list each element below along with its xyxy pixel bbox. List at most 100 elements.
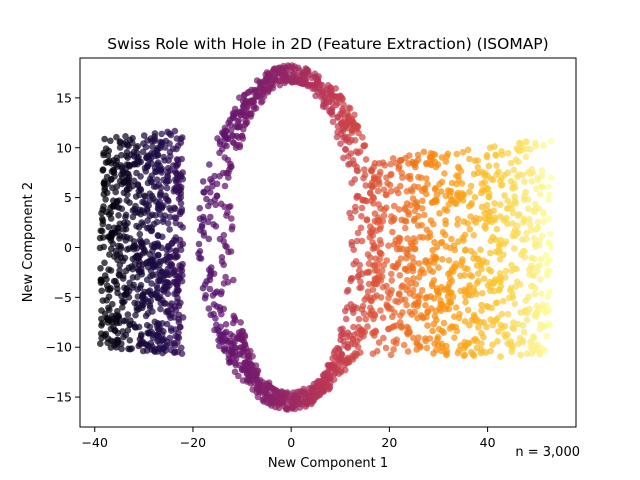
data-point — [132, 202, 139, 210]
data-point — [123, 161, 131, 168]
data-point — [437, 239, 445, 247]
data-point — [171, 342, 179, 349]
data-point — [177, 242, 184, 249]
data-point — [382, 191, 390, 199]
data-point — [163, 308, 170, 316]
data-point — [155, 206, 163, 213]
data-point — [548, 174, 555, 181]
data-point — [534, 174, 542, 181]
data-point — [483, 153, 491, 161]
data-point — [407, 239, 415, 247]
data-point — [342, 366, 349, 374]
data-point — [152, 152, 160, 160]
data-point — [446, 188, 453, 195]
data-point — [283, 405, 290, 412]
data-point — [419, 197, 426, 205]
data-point — [230, 276, 237, 284]
data-point — [520, 328, 528, 336]
data-point — [209, 183, 216, 190]
data-point — [126, 185, 133, 192]
data-point — [353, 167, 361, 174]
data-point — [497, 353, 504, 360]
data-point — [533, 310, 541, 317]
data-point — [221, 154, 229, 161]
data-point — [365, 268, 373, 276]
data-point — [196, 204, 203, 212]
data-point — [211, 196, 219, 203]
data-point — [320, 101, 327, 108]
data-point — [367, 254, 374, 261]
data-point — [406, 290, 414, 297]
data-point — [532, 139, 539, 147]
data-point — [340, 154, 347, 162]
data-point — [493, 225, 501, 233]
data-point — [139, 221, 147, 228]
y-tick-label: 15 — [56, 90, 72, 105]
data-point — [201, 294, 209, 302]
data-point — [380, 212, 388, 219]
data-point — [543, 272, 551, 279]
data-point — [471, 194, 479, 201]
y-axis-label: New Component 2 — [21, 182, 36, 302]
data-point — [446, 298, 453, 305]
data-point — [99, 234, 107, 241]
data-point — [515, 340, 522, 348]
data-point — [225, 351, 233, 359]
data-point — [421, 211, 428, 219]
data-point — [411, 161, 418, 168]
x-axis-ticks: −40 −20 0 20 40 — [82, 427, 496, 450]
data-point — [385, 242, 392, 249]
data-point — [214, 326, 221, 333]
data-point — [439, 255, 446, 263]
x-tick-label: −40 — [82, 435, 108, 450]
data-point — [396, 237, 403, 245]
data-point — [383, 257, 391, 264]
data-point — [140, 132, 148, 139]
data-point — [374, 187, 382, 195]
data-point — [455, 347, 463, 354]
data-point — [164, 265, 172, 273]
data-point — [238, 132, 246, 140]
data-point — [358, 328, 366, 336]
data-point — [375, 261, 382, 269]
data-point — [467, 271, 474, 279]
data-point — [422, 257, 430, 264]
data-point — [122, 214, 129, 221]
data-point — [533, 205, 540, 212]
data-point — [173, 170, 181, 178]
data-point — [101, 259, 108, 267]
data-point — [470, 232, 478, 239]
data-point — [461, 318, 469, 325]
data-point — [517, 351, 524, 359]
data-point — [110, 277, 118, 285]
data-point — [220, 305, 228, 313]
data-point — [104, 319, 112, 326]
data-point — [153, 146, 161, 154]
data-point — [345, 133, 352, 141]
data-point — [470, 170, 478, 178]
data-point — [249, 386, 256, 393]
data-point — [158, 139, 165, 147]
data-point — [460, 218, 468, 225]
data-point — [212, 223, 220, 230]
data-point — [231, 368, 239, 376]
data-point — [370, 200, 377, 207]
data-point — [509, 209, 517, 217]
data-point — [121, 298, 128, 305]
data-point — [387, 351, 395, 359]
data-point — [533, 225, 541, 233]
data-point — [414, 222, 422, 229]
data-point — [536, 190, 544, 198]
data-point — [101, 135, 108, 143]
data-point — [361, 197, 369, 204]
data-point — [461, 351, 469, 359]
data-point — [224, 209, 231, 216]
data-point — [474, 164, 482, 171]
data-point — [383, 174, 390, 181]
data-point — [481, 170, 489, 177]
data-point — [354, 273, 362, 281]
data-point — [465, 291, 473, 299]
data-point — [370, 242, 378, 249]
data-point — [166, 130, 173, 137]
data-point — [513, 278, 521, 286]
